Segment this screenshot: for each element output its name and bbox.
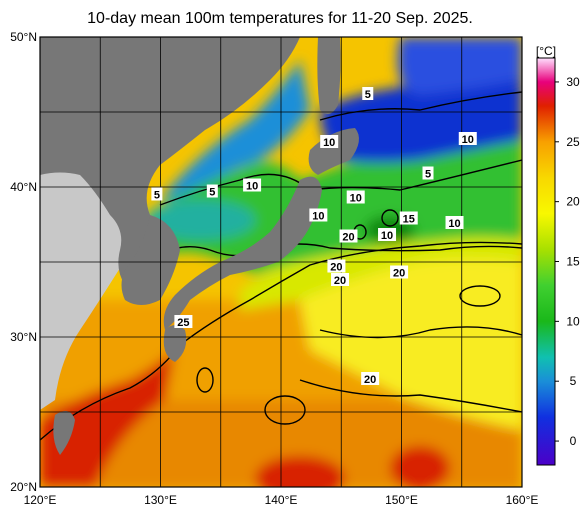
contour-label: 10 <box>323 137 335 149</box>
contour-label-background <box>206 184 218 198</box>
contour-label-background <box>422 166 434 180</box>
contour-label: 10 <box>381 230 393 242</box>
subtropical-east <box>300 253 522 430</box>
kyushu-island <box>163 325 187 362</box>
contour-label: 5 <box>365 89 371 101</box>
contour-label-background <box>390 265 409 279</box>
contour-label: 5 <box>154 190 160 202</box>
hokkaido-island <box>308 128 359 175</box>
isotherm-23 <box>299 379 522 413</box>
colorbar: [°C] 0 5 10 15 20 25 30 <box>536 44 580 466</box>
colorbar-tick-label: 25 <box>566 135 580 149</box>
eddy-contour-1 <box>196 367 214 393</box>
contour-label-background <box>346 190 365 204</box>
contour-label: 20 <box>393 268 405 280</box>
longitude-label: 150°E <box>385 493 418 507</box>
continent-land <box>40 37 300 285</box>
contour-label-background <box>327 259 346 273</box>
continent-far <box>40 150 130 410</box>
isotherm-20 <box>319 326 522 339</box>
contour-label-background <box>361 372 380 385</box>
colorbar-tick-label: 10 <box>566 314 580 328</box>
map-plot-area <box>40 37 522 487</box>
contour-label: 10 <box>350 193 362 205</box>
korea-peninsula <box>121 215 180 305</box>
longitude-label: 120°E <box>24 493 57 507</box>
warm-core-south <box>255 456 345 487</box>
colorbar-ticks: 0 5 10 15 20 25 30 <box>555 75 580 448</box>
contour-label-background <box>309 208 328 222</box>
contour-label: 20 <box>334 275 346 287</box>
transition-zone <box>240 234 522 310</box>
colorbar-bar <box>536 57 556 466</box>
graticule <box>40 37 522 487</box>
contour-label: 5 <box>209 187 215 199</box>
contour-label: 25 <box>177 317 189 329</box>
map-title: 10-day mean 100m temperatures for 11-20 … <box>87 10 473 27</box>
colorbar-tick-label: 0 <box>570 434 577 448</box>
latitude-label: 40°N <box>10 180 37 194</box>
honshu-island <box>163 176 322 330</box>
contour-label: 10 <box>312 211 324 223</box>
contour-label-background <box>458 132 477 145</box>
isotherm-15 <box>149 243 522 261</box>
contour-label: 10 <box>246 181 258 193</box>
contour-label: 10 <box>462 134 474 146</box>
colorbar-tick-label: 15 <box>566 255 580 269</box>
sakhalin-island <box>317 37 341 114</box>
longitude-label: 130°E <box>144 493 177 507</box>
contour-label-background <box>331 273 350 286</box>
colorbar-tick-label: 20 <box>566 195 580 209</box>
isotherm-lines <box>40 91 522 441</box>
colorbar-tick-label: 30 <box>566 75 580 89</box>
sea-of-japan-cold <box>160 60 310 200</box>
contour-label-background <box>378 228 397 241</box>
map-frame <box>39 36 523 488</box>
contour-label: 10 <box>448 218 460 230</box>
contour-label-background <box>320 135 339 148</box>
longitude-label: 140°E <box>265 493 298 507</box>
contour-label-background <box>399 211 418 225</box>
contour-label: 5 <box>425 169 431 181</box>
contour-label-background <box>174 315 193 328</box>
contour-label-background <box>339 229 358 243</box>
contour-label: 20 <box>330 262 342 274</box>
contour-label: 15 <box>403 214 415 226</box>
eddy-contour-5 <box>381 209 399 227</box>
latitude-label: 20°N <box>10 480 37 494</box>
kuroshio-warm-core <box>40 350 175 487</box>
contour-label-background <box>362 87 374 100</box>
colorbar-unit: [°C] <box>536 44 556 58</box>
eddy-contour-2 <box>264 395 306 425</box>
eddy-contour-3 <box>459 285 501 307</box>
contour-label-background <box>445 216 464 229</box>
isotherm-5 <box>319 91 522 121</box>
latitude-label: 50°N <box>10 30 37 44</box>
latitude-labels: 50°N 40°N 30°N 20°N <box>10 30 37 494</box>
contour-label: 20 <box>342 232 354 244</box>
latitude-label: 30°N <box>10 330 37 344</box>
longitude-labels: 120°E 130°E 140°E 150°E 160°E <box>24 493 539 507</box>
longitude-label: 160°E <box>506 493 539 507</box>
contour-label-background <box>151 187 163 201</box>
isotherm-25 <box>40 241 522 441</box>
contour-label-background <box>243 178 262 192</box>
colorbar-tick-label: 5 <box>570 374 577 388</box>
contour-label: 20 <box>364 374 376 386</box>
taiwan-island <box>53 411 75 455</box>
cold-eddy-west <box>145 200 255 240</box>
okhotsk-cold <box>397 37 522 95</box>
warm-core-southeast <box>390 446 450 487</box>
